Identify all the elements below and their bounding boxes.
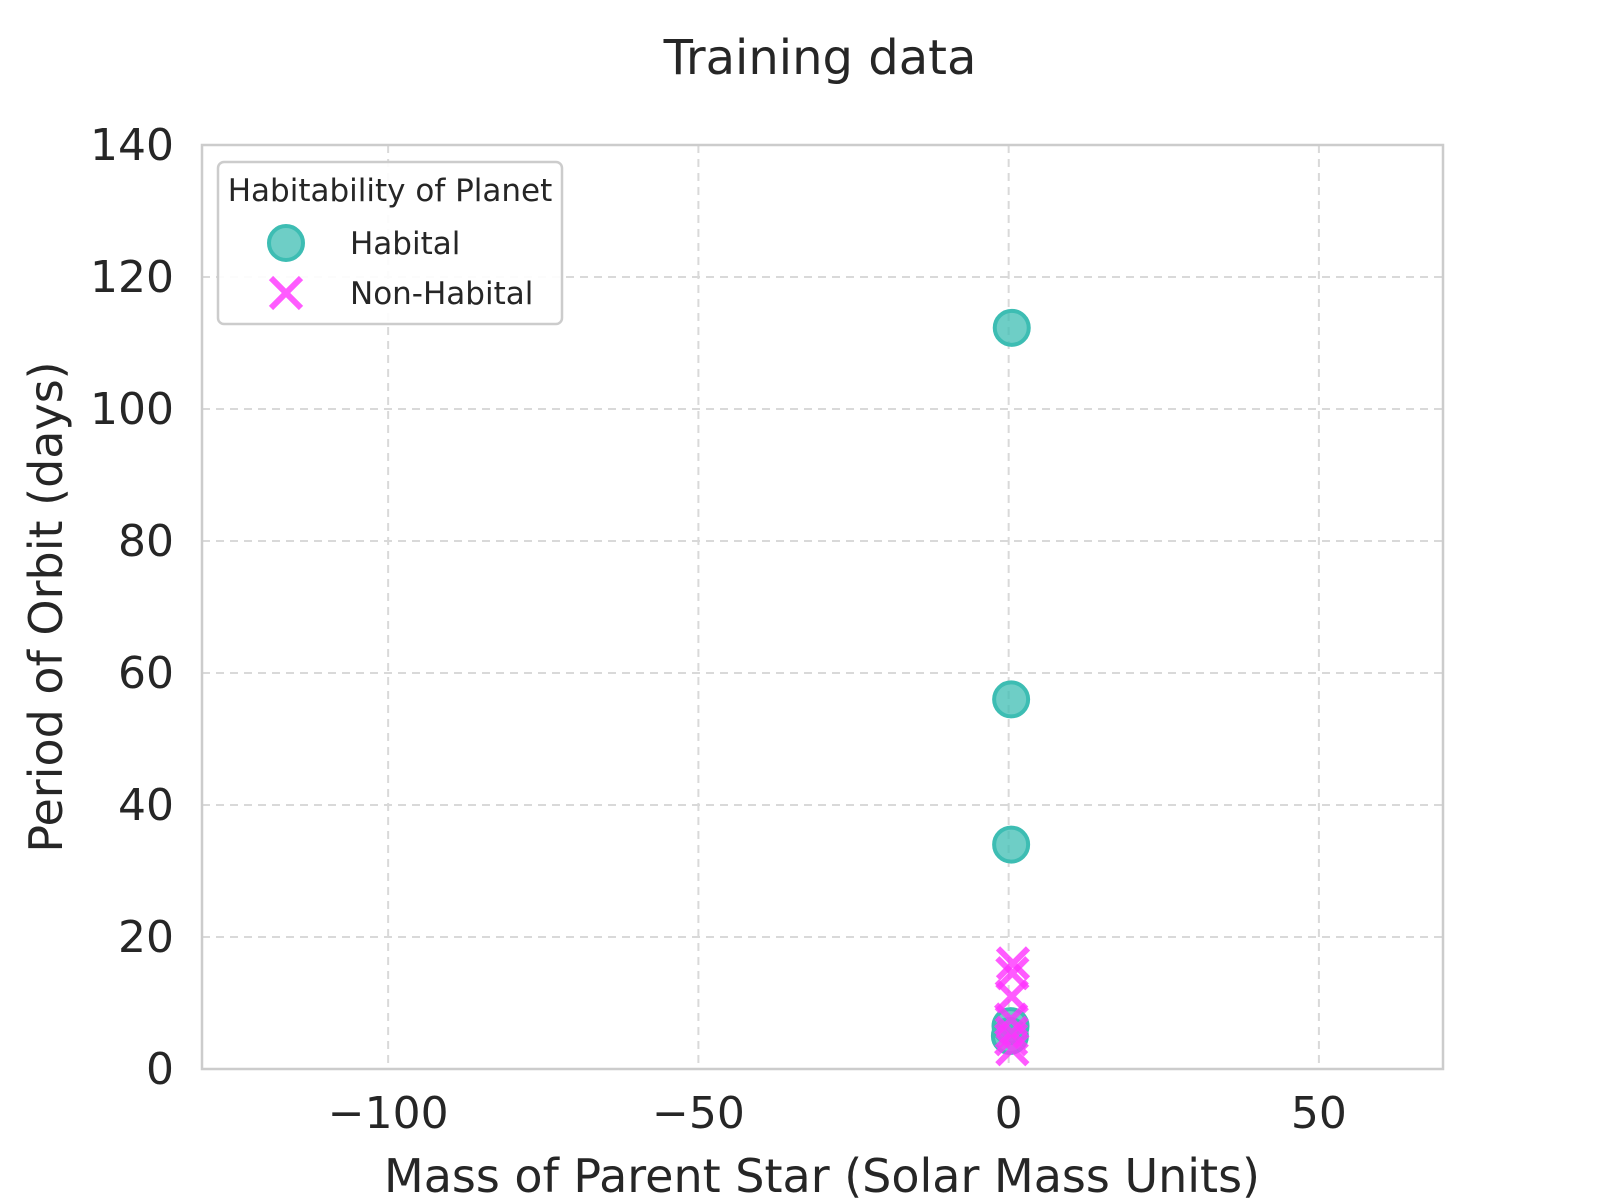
y-tick-label: 100 — [90, 384, 174, 435]
legend-entry-label: Non-Habital — [350, 276, 533, 312]
x-tick-labels: −100 −50 0 50 — [328, 1088, 1347, 1139]
data-point-circle — [992, 680, 1031, 719]
x-tick-label: 0 — [995, 1088, 1023, 1139]
legend: Habitability of Planet Habital Non-Habita… — [216, 160, 564, 326]
data-point-x — [995, 1032, 1030, 1067]
series-1 — [994, 946, 1031, 1067]
legend-entry-label: Habital — [350, 226, 460, 262]
legend-title: Habitability of Planet — [228, 173, 553, 209]
legend-marker — [268, 275, 304, 311]
y-tick-labels: 0 20 40 60 80 100 120 140 — [90, 120, 174, 1095]
y-tick-label: 80 — [118, 516, 174, 567]
y-tick-label: 120 — [90, 252, 174, 303]
legend-marker — [267, 224, 305, 262]
y-tick-label: 0 — [146, 1044, 174, 1095]
plot-frame — [200, 143, 1445, 1071]
data-point-circle — [992, 825, 1031, 864]
x-axis-label: Mass of Parent Star (Solar Mass Units) — [384, 1149, 1260, 1200]
y-tick-label: 40 — [118, 780, 174, 831]
x-tick-label: 50 — [1291, 1088, 1347, 1139]
chart-title: Training data — [663, 30, 977, 86]
legend-frame — [216, 160, 564, 326]
data-points — [990, 308, 1031, 1067]
data-point-x — [994, 1022, 1029, 1057]
y-tick-label: 140 — [90, 120, 174, 171]
y-tick-label: 60 — [118, 648, 174, 699]
y-axis-label: Period of Orbit (days) — [19, 361, 73, 852]
y-tick-label: 20 — [118, 912, 174, 963]
x-tick-label: −50 — [652, 1088, 745, 1139]
data-point-circle — [992, 308, 1031, 347]
x-tick-label: −100 — [328, 1088, 449, 1139]
data-point-x — [995, 946, 1031, 981]
